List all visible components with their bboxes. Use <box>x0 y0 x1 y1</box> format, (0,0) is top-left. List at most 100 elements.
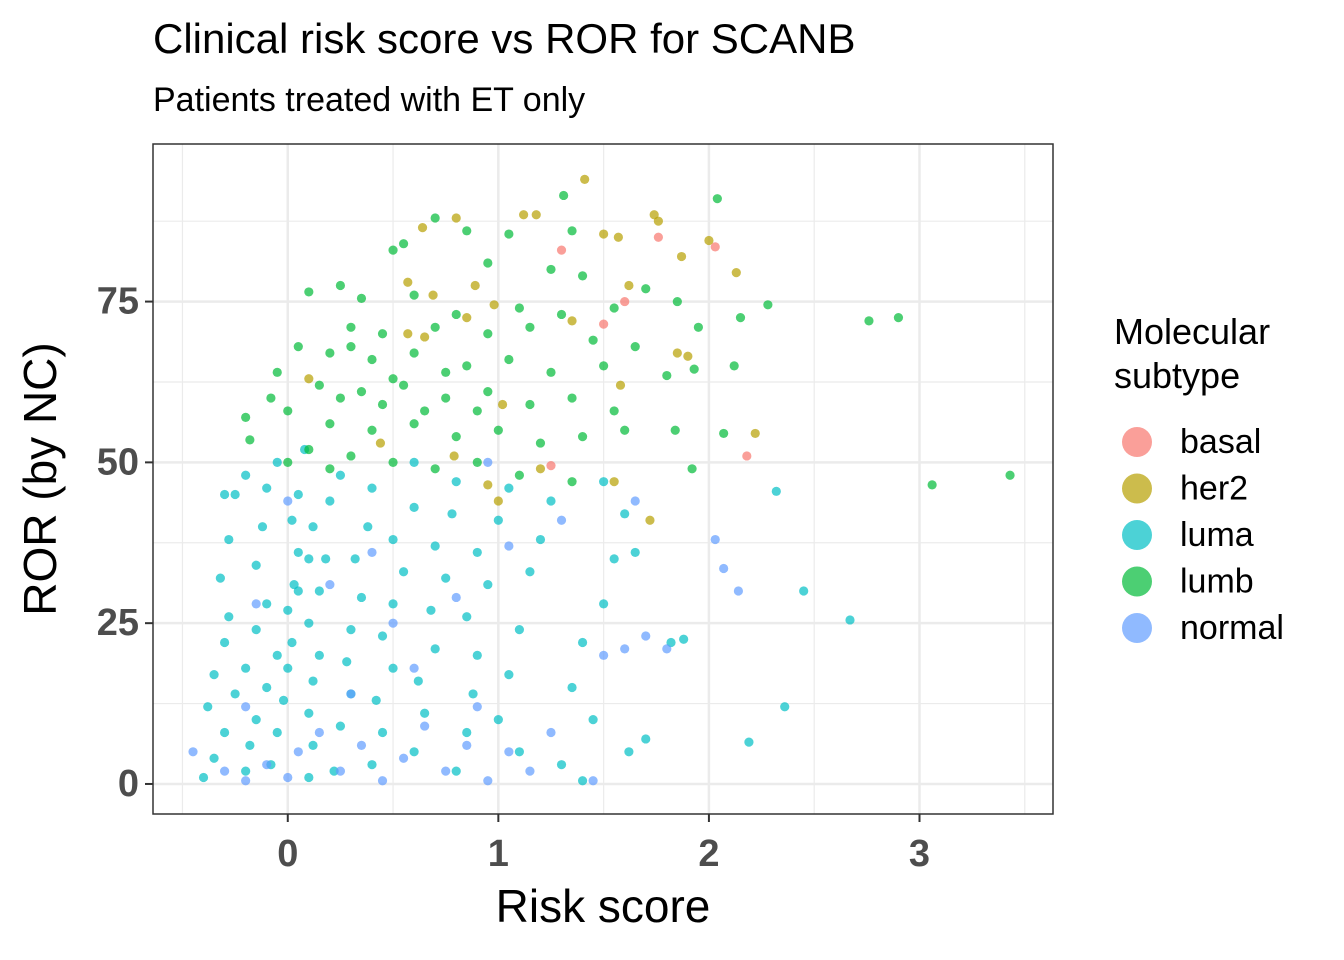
point <box>388 457 398 467</box>
point <box>514 470 525 480</box>
point <box>420 708 430 718</box>
point <box>504 229 514 239</box>
point <box>367 354 377 365</box>
point <box>662 644 672 654</box>
x-tick-label: 3 <box>909 833 930 875</box>
point <box>329 766 339 776</box>
point <box>293 547 303 558</box>
point <box>599 229 609 239</box>
point <box>403 329 413 339</box>
point <box>468 689 478 699</box>
legend-key <box>1122 520 1152 550</box>
point <box>672 348 682 358</box>
point <box>209 670 219 680</box>
point <box>304 554 314 564</box>
point <box>287 637 297 648</box>
point <box>308 676 318 686</box>
point <box>864 316 874 326</box>
point <box>388 374 398 384</box>
point <box>535 438 546 448</box>
point <box>377 631 388 641</box>
point <box>483 776 493 786</box>
point <box>504 354 514 365</box>
point <box>771 486 781 496</box>
point <box>451 766 461 776</box>
point <box>672 296 682 307</box>
point <box>641 284 651 294</box>
point <box>224 612 234 622</box>
point <box>304 618 314 628</box>
point <box>662 370 672 381</box>
point <box>630 547 640 558</box>
legend-label: lumb <box>1180 562 1254 600</box>
legend-label: basal <box>1180 423 1261 461</box>
point <box>367 483 377 493</box>
point <box>535 464 546 474</box>
point <box>377 399 388 410</box>
point <box>577 637 588 648</box>
point <box>451 477 461 487</box>
point <box>693 322 703 332</box>
point <box>559 190 569 201</box>
point <box>733 586 744 596</box>
point <box>356 740 367 750</box>
point <box>609 303 619 313</box>
point <box>641 631 651 641</box>
point <box>188 747 198 757</box>
point <box>489 300 499 310</box>
point <box>449 451 459 461</box>
point <box>377 727 388 738</box>
point <box>293 586 303 596</box>
point <box>413 676 423 686</box>
point <box>409 457 419 467</box>
point <box>483 480 493 490</box>
point <box>609 554 619 564</box>
point <box>241 776 251 786</box>
point <box>599 650 609 660</box>
x-tick-label: 0 <box>277 833 298 875</box>
point <box>346 342 356 352</box>
point <box>426 605 436 615</box>
point <box>251 599 261 609</box>
point <box>304 287 314 297</box>
point <box>1005 470 1015 480</box>
y-tick-label: 75 <box>97 281 139 323</box>
point <box>483 457 493 467</box>
point <box>710 534 720 545</box>
point <box>609 406 619 416</box>
point <box>325 464 335 474</box>
point <box>630 496 640 506</box>
point <box>441 766 451 776</box>
point <box>321 554 331 564</box>
point <box>346 689 356 699</box>
point <box>388 618 398 628</box>
point <box>272 457 282 467</box>
y-axis-title: ROR (by NC) <box>14 342 66 615</box>
point <box>420 721 430 731</box>
point <box>462 313 472 323</box>
point <box>230 689 240 699</box>
point <box>266 393 276 403</box>
point <box>262 682 272 693</box>
point <box>483 579 493 590</box>
point <box>927 480 937 490</box>
point <box>567 682 577 693</box>
point <box>409 419 419 429</box>
point <box>483 387 493 397</box>
point <box>314 650 324 660</box>
point <box>428 290 438 300</box>
plot-area: 0 1 2 3 0 25 50 75 <box>97 143 1054 875</box>
point <box>620 644 630 654</box>
point <box>356 293 367 303</box>
point <box>272 727 282 738</box>
point <box>599 319 609 329</box>
point <box>241 470 251 480</box>
point <box>398 380 409 390</box>
point <box>599 477 609 487</box>
point <box>451 213 461 223</box>
point <box>613 232 623 242</box>
point <box>599 361 609 371</box>
point <box>683 351 693 361</box>
